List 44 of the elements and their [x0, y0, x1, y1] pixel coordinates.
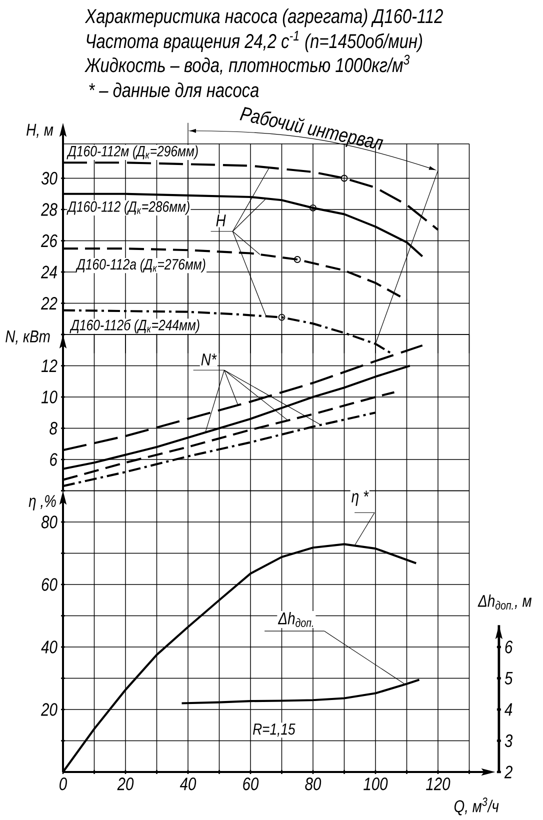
x-tick-label: 80	[305, 778, 322, 790]
annotation: H	[216, 214, 226, 226]
x-tick-label: 20	[117, 778, 134, 790]
chart-subtitle: Частота вращения 24,2 с$^{-1}$ (n=1450об/мин)	[86, 30, 422, 52]
y2-tick-label: 6	[505, 640, 513, 654]
series-label: Д160-112а (Д$_{к}$=276мм)	[76, 258, 206, 273]
y-tick-label: 28	[40, 203, 58, 216]
y-tick-label: 60	[42, 578, 58, 591]
chart-title: Характеристика насоса (агрегата) Д160-112	[84, 8, 443, 28]
y-tick-label: 12	[41, 359, 58, 372]
x-tick-label: 120	[426, 778, 450, 790]
x-tick-label: 40	[180, 778, 196, 790]
y2-tick-label: 2	[504, 766, 512, 778]
y-tick-label: 24	[40, 266, 57, 278]
y-tick-label: 26	[40, 234, 58, 248]
series-label: Д160-112б (Д$_{к}$=244мм)	[70, 319, 200, 334]
y-tick-label: 20	[40, 703, 58, 716]
x-tick-label: 100	[364, 778, 388, 790]
y-tick-label: 80	[41, 516, 58, 528]
text: * – данные для насоса	[89, 82, 259, 98]
y-tick-label: 8	[50, 422, 58, 435]
x-axis-title: Q, м$^{3}$/ч	[454, 798, 499, 816]
series-label: Д160-112 (Д$_{к}$=286мм)	[66, 200, 190, 215]
y-axis-title: H, м	[26, 124, 54, 138]
y-tick-label: 40	[41, 640, 58, 654]
y-tick-label: 30	[41, 172, 58, 185]
text: η *	[352, 490, 369, 506]
y-tick-label: 6	[50, 453, 58, 466]
annotation: Рабочий интервал	[240, 107, 384, 150]
y2-tick-label: 5	[504, 672, 513, 685]
y2-tick-label: 4	[504, 703, 512, 716]
annotation: N*	[201, 354, 217, 366]
text: Жидкость – вода, плотностью 1000кг/м$^{3}$	[84, 54, 410, 75]
y2-axis-title: Δh$_{доп.}$, м	[478, 594, 532, 610]
legend-label: Д160-112м (Д$_{к}$=296мм)	[66, 145, 198, 160]
x-tick-label: 60	[243, 778, 259, 790]
x-tick-label: 0	[60, 778, 67, 790]
y2-tick-label: 3	[504, 734, 513, 748]
annotation: R=1,15	[253, 724, 296, 737]
y-axis-title: N, кВт	[6, 330, 50, 344]
text: Δh$_{доп.}$	[278, 612, 313, 628]
y-tick-label: 22	[40, 296, 58, 310]
y-tick-label: 10	[41, 390, 58, 404]
y-axis-title: η ,%	[28, 495, 56, 510]
